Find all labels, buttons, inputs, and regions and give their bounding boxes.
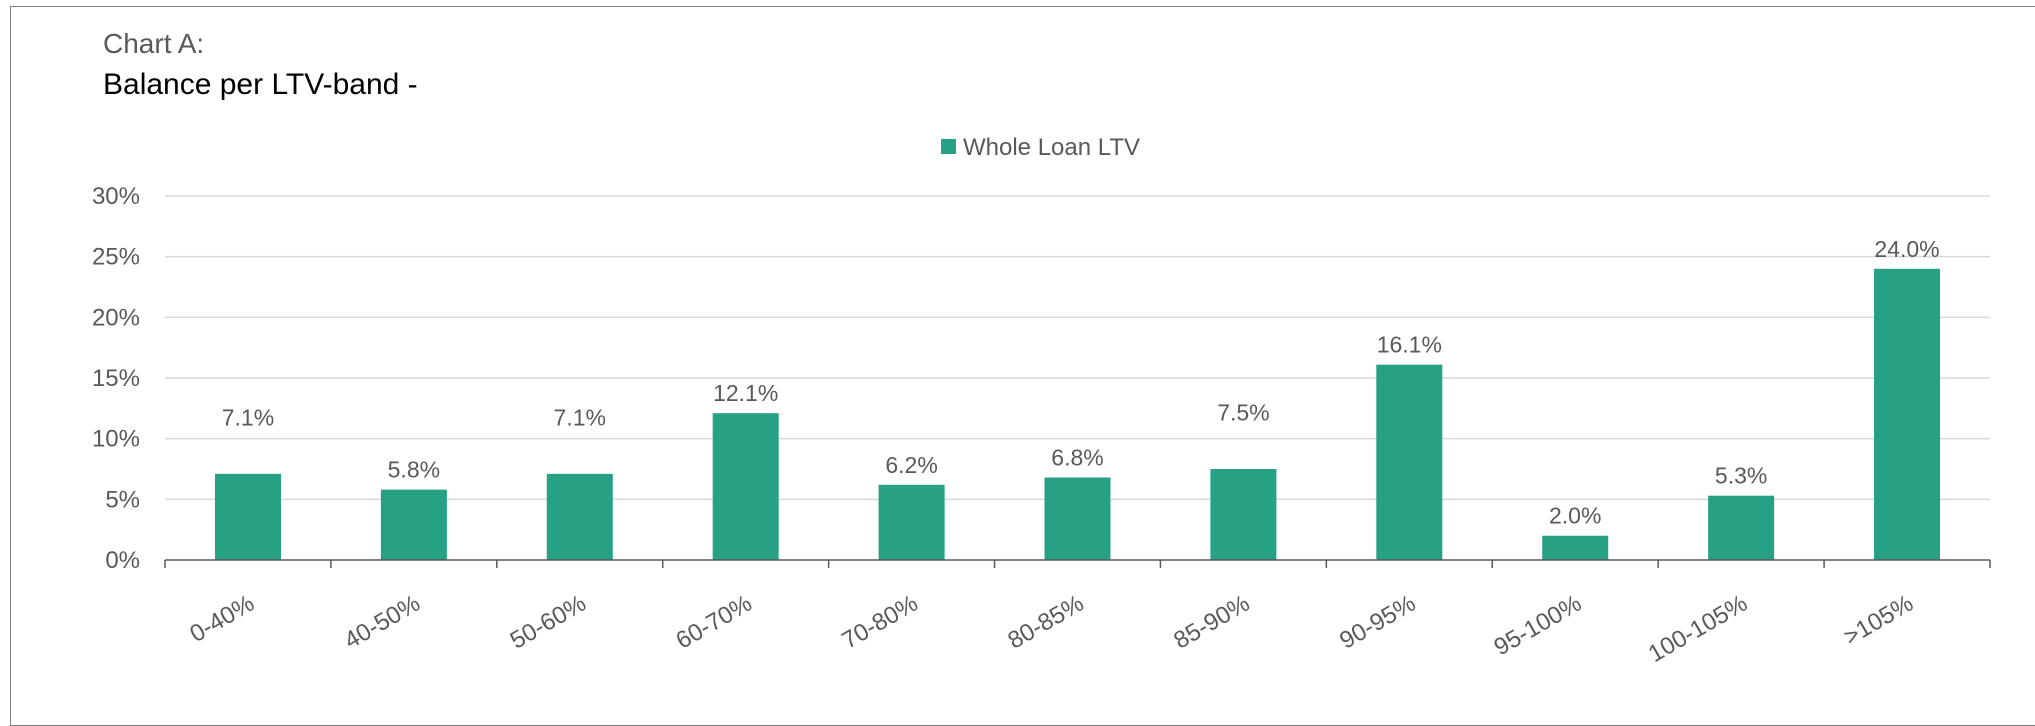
legend-label: Whole Loan LTV (963, 134, 1140, 161)
bar (1708, 495, 1775, 560)
x-axis-categories: 0-40% 40-50% 50-60% 60-70% 70-80% 80-85% 85-90… (185, 590, 1918, 668)
legend-swatch (941, 139, 956, 154)
bar-chart: 0% 5% 10% 15% 20% 25% 30% 7.1% 5.8% 7.1% 12.1% 6.2… (92, 134, 1991, 668)
data-label: 6.8% (1051, 444, 1103, 470)
x-tick-label: 100-105% (1644, 590, 1752, 668)
y-tick-label: 15% (92, 365, 140, 392)
bar (1874, 268, 1941, 560)
bar (1210, 469, 1277, 560)
y-tick-label: 5% (105, 486, 140, 513)
x-tick-label: 80-85% (1003, 590, 1088, 655)
y-tick-label: 0% (105, 547, 140, 574)
x-tick-label: 85-90% (1169, 590, 1254, 655)
x-tick-label: >105% (1839, 590, 1918, 651)
bars (214, 268, 1941, 560)
data-labels: 7.1% 5.8% 7.1% 12.1% 6.2% 6.8% 7.5% 16.1% 2.0% 5.… (222, 236, 1940, 529)
legend: Whole Loan LTV (941, 134, 1140, 161)
gridlines (165, 195, 1990, 501)
y-axis-ticks: 0% 5% 10% 15% 20% 25% 30% (92, 183, 140, 574)
x-axis (164, 559, 1991, 568)
y-tick-label: 10% (92, 426, 140, 453)
x-tick-label: 0-40% (185, 590, 259, 648)
data-label: 7.1% (222, 404, 274, 430)
data-label: 7.1% (554, 404, 606, 430)
bar (712, 413, 779, 560)
x-tick-label: 60-70% (672, 590, 757, 655)
bar (1376, 364, 1443, 560)
data-label: 7.5% (1217, 400, 1269, 426)
data-label: 16.1% (1377, 332, 1442, 358)
data-label: 12.1% (713, 380, 778, 406)
x-tick-label: 40-50% (340, 590, 425, 655)
bar (1044, 477, 1111, 560)
bar (878, 484, 945, 560)
bar (546, 473, 613, 560)
bar (380, 489, 447, 560)
data-label: 24.0% (1874, 236, 1939, 262)
bar (1542, 535, 1609, 560)
x-tick-label: 95-100% (1490, 590, 1587, 661)
x-tick-label: 50-60% (506, 590, 591, 655)
y-tick-label: 30% (92, 183, 140, 210)
y-tick-label: 20% (92, 304, 140, 331)
data-label: 5.3% (1715, 463, 1767, 489)
data-label: 6.2% (885, 452, 937, 478)
x-tick-label: 90-95% (1335, 590, 1420, 655)
x-tick-label: 70-80% (837, 590, 922, 655)
data-label: 5.8% (388, 457, 440, 483)
y-tick-label: 25% (92, 244, 140, 271)
chart-subtitle: Chart A: (103, 28, 205, 59)
chart-title: Balance per LTV-band - (103, 68, 418, 101)
data-label: 2.0% (1549, 503, 1601, 529)
bar (214, 473, 281, 560)
